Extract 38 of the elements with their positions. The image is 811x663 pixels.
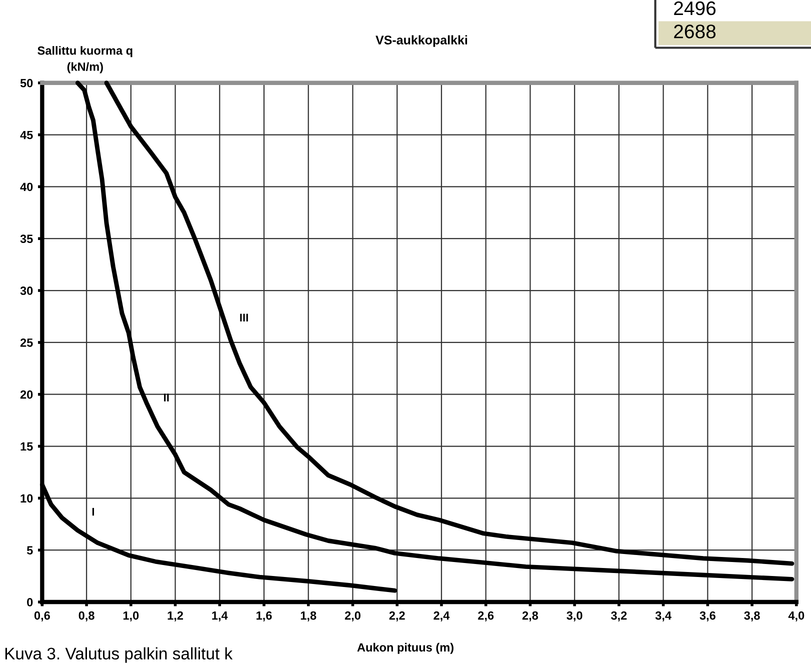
y-tick-label: 50 <box>20 78 33 88</box>
y-tick-label: 15 <box>20 442 33 451</box>
x-tick-label: 1,2 <box>168 611 184 622</box>
x-tick-label: 0,8 <box>78 611 94 622</box>
x-tick-label: 2,0 <box>344 611 360 622</box>
y-tick-label: 30 <box>20 286 33 295</box>
text: Kuva 3. Valutus palkin sallitut k <box>5 647 233 663</box>
y-tick-label: 35 <box>20 234 33 244</box>
y-tick-label: 25 <box>20 338 33 347</box>
x-tick-label: 1,6 <box>256 611 272 622</box>
y-tick-label: 5 <box>26 546 33 554</box>
text: 2688 <box>674 24 716 38</box>
x-tick-label: 3,0 <box>566 611 582 622</box>
x-tick-label: 2,2 <box>389 611 405 622</box>
x-axis-title: Aukon pituus (m) <box>357 642 454 654</box>
x-tick-label: 2,4 <box>434 611 450 622</box>
x-tick-label: 3,8 <box>744 611 760 622</box>
x-tick-label: 3,6 <box>700 611 716 622</box>
series-label: II <box>164 394 169 402</box>
x-tick-label: 3,2 <box>611 611 627 622</box>
x-tick-label: 4,0 <box>788 611 804 622</box>
x-tick-label: 1,4 <box>212 611 228 622</box>
chart-title: VS-aukkopalkki <box>376 35 468 47</box>
x-tick-label: 0,6 <box>34 611 50 622</box>
y-tick-label: 0 <box>27 598 33 606</box>
series-label: I <box>92 508 94 516</box>
x-tick-label: 2,8 <box>522 611 538 622</box>
text: 2496 <box>674 1 716 16</box>
y-tick-label: 20 <box>20 390 33 399</box>
y-tick-label: 40 <box>20 182 33 192</box>
y-axis-title: Sallittu kuorma q (kN/m) <box>38 46 132 74</box>
x-tick-label: 3,4 <box>655 611 672 622</box>
x-tick-label: 1,8 <box>300 611 316 622</box>
y-tick-label: 10 <box>20 494 33 503</box>
y-tick-label: 45 <box>20 130 33 140</box>
x-tick-label: 1,0 <box>123 611 139 622</box>
series-label: III <box>240 314 248 322</box>
x-tick-label: 2,6 <box>478 611 494 622</box>
